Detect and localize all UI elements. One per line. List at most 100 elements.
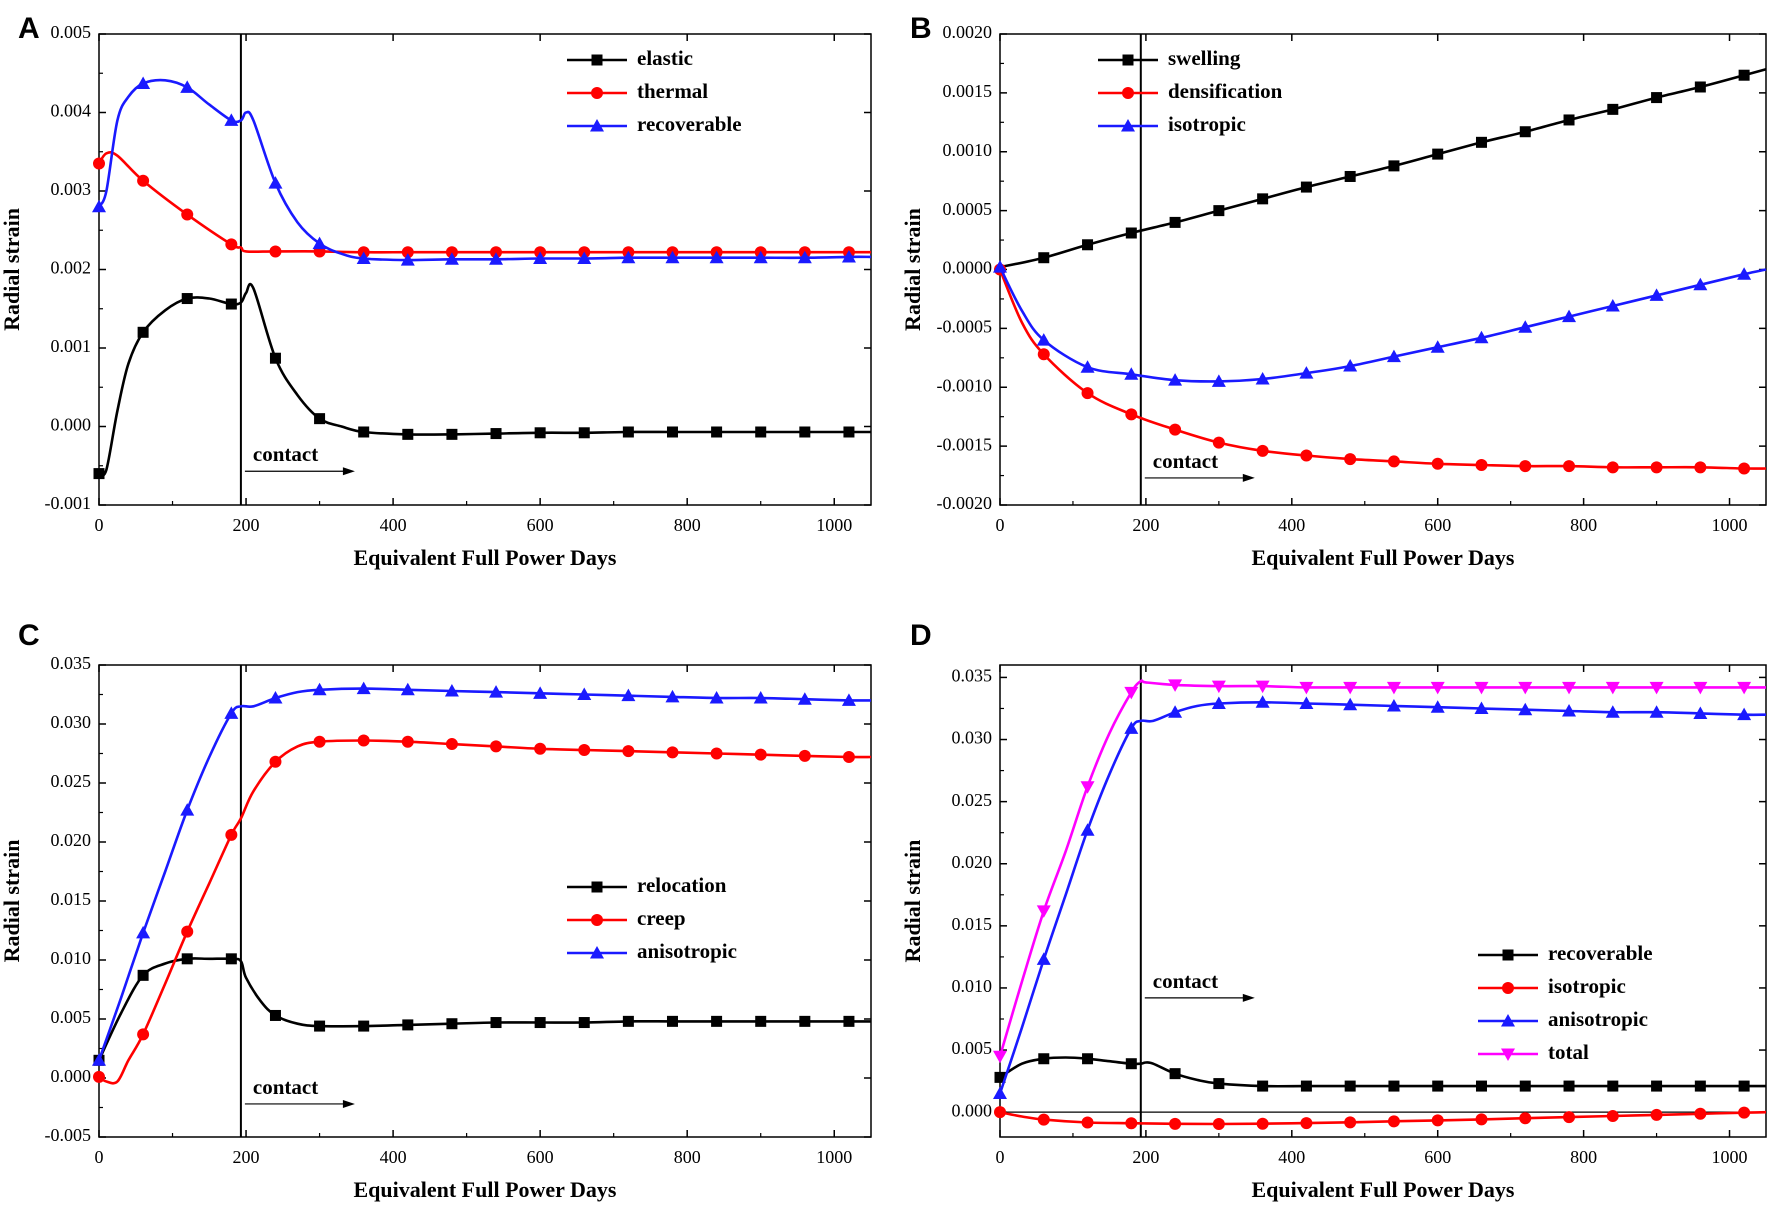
data-point — [1519, 126, 1531, 138]
data-point — [225, 953, 237, 965]
x-tick-label: 400 — [1278, 515, 1305, 535]
data-point — [1474, 330, 1489, 344]
series-line — [98, 739, 872, 1085]
x-tick-label: 200 — [233, 1147, 260, 1167]
data-point — [755, 426, 767, 438]
data-point — [1212, 1117, 1225, 1130]
data-point — [1082, 1053, 1094, 1065]
data-point — [577, 687, 592, 700]
y-axis-title: Radial strain — [900, 840, 925, 963]
data-point — [665, 689, 680, 703]
data-point — [755, 1015, 767, 1027]
series-line — [97, 150, 871, 254]
data-point — [136, 76, 151, 89]
x-tick-label: 1000 — [816, 1147, 852, 1167]
x-tick-label: 800 — [674, 1147, 701, 1167]
data-point — [1431, 1114, 1444, 1127]
y-tick-label: 0.005 — [952, 1038, 993, 1058]
data-point — [1299, 696, 1314, 710]
x-tick-label: 1000 — [1712, 515, 1748, 535]
data-point — [402, 428, 414, 440]
data-point — [1651, 1080, 1663, 1092]
data-point — [842, 751, 855, 764]
data-point — [1212, 436, 1225, 449]
data-point — [1169, 216, 1181, 228]
data-point — [1255, 680, 1270, 694]
legend-marker — [590, 946, 604, 959]
data-point — [1386, 681, 1401, 695]
data-point — [843, 1015, 855, 1027]
legend-marker — [1122, 87, 1134, 99]
legend-marker — [591, 914, 603, 926]
contact-arrowhead — [1242, 473, 1255, 482]
data-point — [490, 246, 503, 259]
data-point — [356, 251, 371, 265]
data-point — [1169, 423, 1182, 436]
legend-label: isotropic — [1168, 112, 1246, 136]
data-point — [225, 238, 238, 251]
data-point — [1168, 705, 1183, 718]
data-point — [312, 236, 327, 250]
data-point — [1081, 387, 1094, 400]
data-point — [709, 691, 724, 704]
data-point — [224, 113, 239, 126]
data-point — [1125, 227, 1137, 239]
data-point — [1388, 160, 1400, 172]
series-swelling — [999, 68, 1767, 269]
panel-letter: B — [910, 12, 932, 45]
data-point — [1562, 703, 1577, 717]
contact-arrowhead — [1242, 993, 1255, 1002]
data-point — [1037, 1113, 1050, 1126]
data-point — [1649, 288, 1664, 301]
y-tick-label: 0.004 — [51, 101, 92, 121]
data-point — [1605, 681, 1620, 695]
data-point — [1125, 1117, 1138, 1130]
legend-label: thermal — [637, 79, 708, 103]
data-point — [224, 706, 239, 719]
data-point — [357, 734, 370, 747]
data-point — [799, 426, 811, 438]
data-point — [1344, 170, 1356, 182]
data-point — [1474, 681, 1489, 695]
y-tick-label: 0.001 — [51, 336, 92, 356]
data-point — [797, 692, 812, 705]
series-isotropic — [993, 260, 1767, 387]
data-point — [489, 685, 504, 698]
data-point — [93, 1070, 105, 1083]
y-tick-label: 0.000 — [51, 1066, 92, 1086]
data-point — [356, 681, 371, 695]
data-point — [994, 1071, 1006, 1083]
data-point — [1169, 1117, 1182, 1130]
data-point — [1432, 148, 1444, 160]
data-point — [1738, 1080, 1750, 1092]
data-point — [1299, 366, 1314, 379]
data-point — [841, 693, 856, 706]
legend-label: anisotropic — [637, 939, 737, 963]
data-point — [1518, 320, 1533, 333]
data-point — [1607, 1080, 1619, 1092]
data-point — [621, 688, 636, 702]
y-axis-title: Radial strain — [0, 208, 24, 331]
x-tick-label: 200 — [233, 515, 260, 535]
panel-d: D 0 200 400 600 800 1000 0.000 0.005 0.010 0.015 0.… — [900, 619, 1767, 1202]
y-tick-label: 0.002 — [51, 258, 92, 278]
data-point — [92, 199, 106, 213]
series-anisotropic — [993, 695, 1767, 1100]
data-point — [490, 740, 503, 753]
data-point — [1562, 309, 1577, 323]
data-point — [1036, 952, 1051, 965]
data-point — [1694, 461, 1707, 474]
data-point — [1255, 695, 1270, 708]
data-point — [180, 80, 195, 93]
data-point — [1386, 698, 1401, 712]
data-point — [1344, 453, 1357, 466]
data-point — [753, 250, 768, 264]
legend-marker — [1501, 1014, 1515, 1027]
series-elastic — [93, 282, 871, 480]
y-tick-label: 0.0000 — [943, 258, 993, 278]
data-point — [1650, 1108, 1663, 1121]
series-anisotropic — [92, 681, 872, 1066]
x-tick-label: 800 — [1570, 515, 1597, 535]
data-point — [799, 1015, 811, 1027]
data-point — [1738, 1106, 1751, 1119]
